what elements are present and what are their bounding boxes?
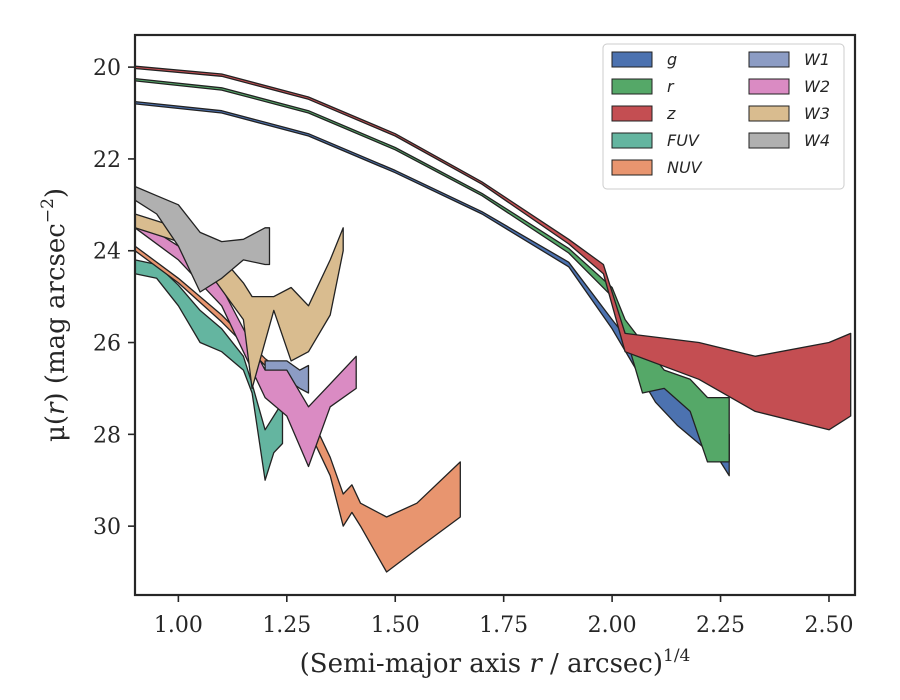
legend-swatch-nuv (611, 159, 653, 176)
legend-swatch-w2 (748, 78, 790, 95)
y-tick-label: 20 (93, 56, 121, 81)
x-tick-label: 1.75 (479, 613, 528, 638)
legend-swatch-w3 (748, 105, 790, 122)
y-tick-label: 24 (93, 240, 121, 265)
x-tick-label: 2.50 (804, 613, 853, 638)
legend-swatch-w1 (748, 51, 790, 68)
x-tick-label: 2.00 (588, 613, 637, 638)
legend-swatch-r (611, 78, 653, 95)
y-axis-label: μ(r) (mag arcsec−2) (38, 188, 71, 442)
y-axis-ticks: 20 22 24 26 28 30 (93, 56, 135, 540)
band-r (134, 77, 730, 463)
legend-swatch-fuv (611, 132, 653, 149)
y-tick-label: 28 (93, 423, 121, 448)
x-axis-label: (Semi-major axis r / arcsec)1/4 (300, 646, 691, 679)
legend-label-g: g (667, 50, 677, 69)
band-fuv (134, 259, 284, 481)
legend-swatch-g (611, 51, 653, 68)
legend-label-w4: W4 (804, 131, 830, 150)
legend-swatch-z (611, 105, 653, 122)
legend-label-z: z (666, 104, 676, 123)
y-tick-label: 22 (93, 148, 121, 173)
legend-label-nuv: NUV (667, 158, 703, 177)
x-axis-ticks: 1.00 1.25 1.50 1.75 2.00 2.25 2.50 (154, 595, 853, 638)
legend-label-fuv: FUV (667, 131, 700, 150)
legend: grz FUV NUV W1 W2 W3 W4 (602, 43, 845, 190)
legend-swatch-w4 (748, 132, 790, 149)
x-tick-label: 2.25 (696, 613, 745, 638)
band-g (134, 100, 730, 477)
plot-frame (133, 33, 857, 597)
band-w4 (134, 185, 271, 293)
legend-label-w3: W3 (804, 104, 830, 123)
y-tick-label: 30 (93, 515, 121, 540)
x-tick-label: 1.25 (262, 613, 311, 638)
y-tick-label: 26 (93, 332, 121, 357)
legend-label-w1: W1 (804, 50, 830, 69)
x-tick-label: 1.50 (371, 613, 420, 638)
legend-label-w2: W2 (804, 77, 830, 96)
band-z (134, 65, 852, 431)
x-tick-label: 1.00 (154, 613, 203, 638)
legend-label-r: r (667, 77, 675, 96)
band-layer (134, 65, 852, 573)
